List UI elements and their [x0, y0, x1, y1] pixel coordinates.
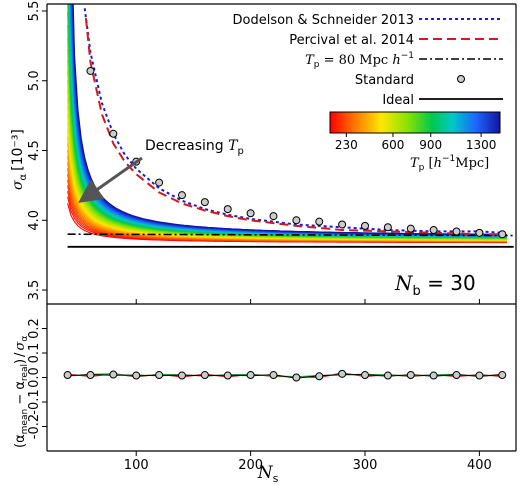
annotation-label: Decreasing Tp: [145, 138, 244, 157]
colorbar: 230 600 900 1300 Tp [h−1Mpc]: [329, 111, 501, 173]
bottom-standard-point: [429, 371, 438, 380]
bottom-standard-point: [155, 371, 164, 380]
bottom-standard-point: [132, 371, 141, 380]
top-ytick-label: 5.5: [27, 1, 42, 22]
standard-point: [406, 224, 415, 233]
standard-point: [498, 230, 507, 239]
standard-point: [200, 198, 209, 207]
standard-point: [338, 220, 347, 229]
standard-point: [292, 216, 301, 225]
standard-point: [361, 221, 370, 230]
legend-marker-standard: [457, 75, 465, 83]
standard-point: [269, 212, 278, 221]
bottom-standard-point: [177, 371, 186, 380]
bottom-standard-point: [361, 371, 370, 380]
standard-point: [246, 209, 255, 218]
xtick-label: 100: [124, 458, 149, 473]
legend-label-tp80: Tp = 80 Mpc h−1: [305, 51, 414, 70]
bottom-standard-point: [383, 371, 392, 380]
standard-point: [429, 226, 438, 235]
bottom-standard-point: [406, 371, 415, 380]
bottom-standard-point: [475, 371, 484, 380]
legend-label-ideal: Ideal: [382, 93, 414, 108]
bottom-standard-point: [269, 371, 278, 380]
standard-point: [315, 217, 324, 226]
legend-label-standard: Standard: [355, 73, 414, 88]
standard-point: [383, 223, 392, 232]
dodelson-line: [83, 8, 503, 234]
bottom-standard-point: [315, 372, 324, 381]
bottom-ytick-label: 0.0: [27, 367, 42, 388]
top-series: [67, 8, 514, 248]
tp-curve: [67, 70, 507, 240]
xtick-label: 300: [353, 458, 378, 473]
bottom-panel: -0.2-0.10.0 0.1 0.2 100 200 300 400 (αmean − α…: [13, 304, 517, 485]
top-ytick-label: 3.5: [27, 280, 42, 301]
bottom-ytick-label: -0.1: [27, 389, 42, 414]
bottom-ylabel: (αmean − αreal)/σα: [13, 336, 30, 448]
top-ytick-label: 4.0: [27, 210, 42, 231]
legend: Dodelson & Schneider 2013 Percival et al…: [233, 13, 503, 108]
legend-label-dodelson: Dodelson & Schneider 2013: [233, 13, 415, 28]
bottom-standard-point: [109, 370, 118, 379]
standard-point: [223, 205, 232, 214]
bottom-standard-point: [86, 371, 95, 380]
xlabel: Ns: [257, 463, 279, 485]
top-axes: 3.5 4.0 4.5 5.0 5.5: [27, 1, 517, 305]
top-ytick-label: 5.0: [27, 70, 42, 91]
bottom-axes: -0.2-0.10.0 0.1 0.2 100 200 300 400: [27, 304, 517, 473]
nb-label: Nb = 30: [394, 271, 476, 299]
bottom-standard-point: [292, 373, 301, 382]
bottom-standard-point: [200, 371, 209, 380]
standard-point: [155, 178, 164, 187]
bottom-series: [63, 369, 507, 382]
bottom-standard-point: [223, 371, 232, 380]
decreasing-arrow: [78, 156, 143, 203]
bottom-ytick-label: -0.2: [27, 414, 42, 439]
decreasing-tp-annotation: Decreasing Tp: [78, 138, 244, 203]
bottom-standard-point: [338, 369, 347, 378]
legend-label-percival: Percival et al. 2014: [289, 33, 414, 48]
tp80-line: [67, 233, 514, 237]
standard-point: [452, 227, 461, 236]
bottom-standard-point: [246, 371, 255, 380]
bottom-standard-point: [452, 371, 461, 380]
top-ytick-label: 4.5: [27, 140, 42, 161]
bottom-standard-point: [63, 371, 72, 380]
bottom-standard-point: [498, 371, 507, 380]
standard-point: [109, 129, 118, 138]
standard-point: [86, 66, 95, 75]
colorbar-gradient: [329, 111, 501, 134]
colorbar-tick-label: 900: [419, 138, 442, 152]
xtick-label: 400: [467, 458, 492, 473]
bottom-ytick-label: 0.1: [27, 343, 42, 364]
colorbar-ticks: 230 600 900 1300: [335, 133, 496, 152]
top-panel: 3.5 4.0 4.5 5.0 5.5 Decreasing Tp Nb = 30 Do…: [10, 1, 517, 305]
colorbar-label: Tp [h−1Mpc]: [410, 154, 489, 173]
colorbar-tick-label: 1300: [466, 138, 497, 152]
xtick-label: 200: [238, 458, 263, 473]
colorbar-tick-label: 600: [382, 138, 405, 152]
colorbar-tick-label: 230: [335, 138, 358, 152]
standard-point: [177, 191, 186, 200]
bottom-ytick-label: 0.2: [27, 318, 42, 339]
top-ylabel: σα[10⁻³]: [10, 129, 29, 190]
standard-point: [475, 228, 484, 237]
